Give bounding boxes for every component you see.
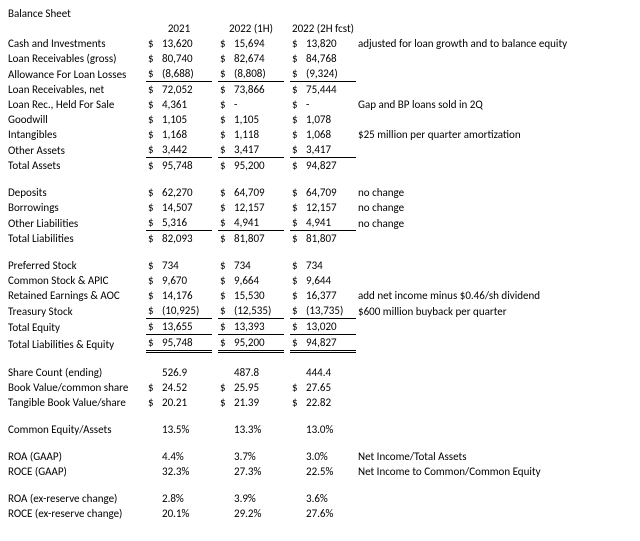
col-header-2022-1h: 2022 (1H): [218, 21, 284, 36]
row-intangibles: Intangibles $1,168 $1,118 $1,068 $25 mil…: [6, 127, 634, 142]
row-loan-receivables-net: Loan Receivables, net $72,052 $73,866 $7…: [6, 82, 634, 98]
row-roa-gaap: ROA (GAAP) 4.4% 3.7% 3.0% Net Income/Tot…: [6, 449, 634, 464]
row-loan-receivables-gross: Loan Receivables (gross) $80,740 $82,674…: [6, 51, 634, 66]
balance-sheet-table: Balance Sheet 2021 2022 (1H) 2022 (2H fc…: [6, 6, 634, 521]
row-total-liab-equity: Total Liabilities & Equity $95,748 $95,2…: [6, 335, 634, 352]
row-other-assets: Other Assets $3,442 $3,417 $3,417: [6, 142, 634, 158]
row-retained-earnings: Retained Earnings & AOC $14,176 $15,530 …: [6, 288, 634, 303]
row-borrowings: Borrowings $14,507 $12,157 $12,157 no ch…: [6, 200, 634, 215]
row-common-equity-assets: Common Equity/Assets 13.5% 13.3% 13.0%: [6, 422, 634, 437]
row-common-stock: Common Stock & APIC $9,670 $9,664 $9,644: [6, 273, 634, 288]
header-row: 2021 2022 (1H) 2022 (2H fcst): [6, 21, 634, 36]
row-deposits: Deposits $62,270 $64,709 $64,709 no chan…: [6, 185, 634, 200]
row-total-liabilities: Total Liabilities $82,093 $81,807 $81,80…: [6, 231, 634, 247]
col-header-2021: 2021: [146, 21, 212, 36]
row-preferred-stock: Preferred Stock $734 $734 $734: [6, 258, 634, 273]
row-goodwill: Goodwill $1,105 $1,105 $1,078: [6, 112, 634, 127]
row-tangible-book-value: Tangible Book Value/share $20.21 $21.39 …: [6, 395, 634, 410]
row-cash: Cash and Investments $13,620 $15,694 $13…: [6, 36, 634, 51]
note-hfs: Gap and BP loans sold in 2Q: [356, 97, 634, 112]
row-treasury-stock: Treasury Stock $(10,925) $(12,535) $(13,…: [6, 303, 634, 319]
row-roce-ex-reserve: ROCE (ex-reserve change) 20.1% 29.2% 27.…: [6, 506, 634, 521]
title-row: Balance Sheet: [6, 6, 634, 21]
col-header-2022-2h: 2022 (2H fcst): [290, 21, 356, 36]
row-held-for-sale: Loan Rec., Held For Sale $4,361 $- $- Ga…: [6, 97, 634, 112]
row-allowance: Allowance For Loan Losses $(8,688) $(8,8…: [6, 66, 634, 82]
row-share-count: Share Count (ending) 526.9 487.8 444.4: [6, 365, 634, 380]
row-total-assets: Total Assets $95,748 $95,200 $94,827: [6, 158, 634, 174]
row-roa-ex-reserve: ROA (ex-reserve change) 2.8% 3.9% 3.6%: [6, 491, 634, 506]
table-title: Balance Sheet: [6, 6, 146, 21]
row-other-liabilities: Other Liabilities $5,316 $4,941 $4,941 n…: [6, 215, 634, 231]
note-cash: adjusted for loan growth and to balance …: [356, 36, 634, 51]
row-book-value: Book Value/common share $24.52 $25.95 $2…: [6, 380, 634, 395]
label-cash: Cash and Investments: [6, 36, 146, 51]
row-total-equity: Total Equity $13,655 $13,393 $13,020: [6, 319, 634, 335]
note-intangibles: $25 million per quarter amortization: [356, 127, 634, 142]
row-roce-gaap: ROCE (GAAP) 32.3% 27.3% 22.5% Net Income…: [6, 464, 634, 479]
